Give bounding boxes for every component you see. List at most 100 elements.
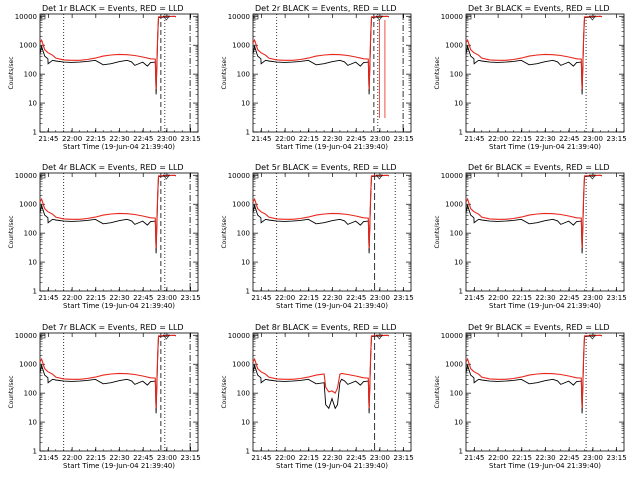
series-lld-line [39, 334, 176, 409]
corner-box-marker [253, 333, 259, 339]
x-tick-label: 22:15 [86, 294, 106, 302]
y-axis-label: Counts/sec [434, 375, 441, 408]
y-tick-label: 10 [241, 259, 250, 267]
corner-box-marker [466, 173, 472, 179]
x-tick-label: 21:45 [464, 135, 484, 143]
x-tick-label: 22:45 [346, 294, 366, 302]
series-lld-line [252, 15, 389, 90]
x-tick-label: 21:45 [38, 454, 58, 462]
y-tick-label: 1 [459, 129, 463, 137]
y-tick-label: 10 [241, 419, 250, 427]
x-tick-label: 23:00 [583, 294, 603, 302]
chart-panel: Det 8r BLACK = Events, RED = LLD 1 10 100 10… [221, 323, 414, 470]
plot-frame [252, 13, 412, 133]
x-tick-label: 23:15 [181, 294, 201, 302]
corner-box-marker [466, 14, 472, 20]
x-tick-label: 21:45 [38, 294, 58, 302]
x-tick-label: 21:45 [251, 135, 271, 143]
chart-title: Det 8r BLACK = Events, RED = LLD [255, 323, 397, 332]
y-tick-label: 1000 [232, 201, 250, 209]
corner-box-marker [466, 333, 472, 339]
x-tick-label: 22:15 [512, 294, 532, 302]
y-tick-label: 100 [450, 390, 463, 398]
peak-marker [375, 15, 383, 21]
y-tick-label: 1 [246, 288, 250, 296]
y-tick-label: 10000 [228, 13, 250, 21]
y-tick-label: 10000 [15, 332, 37, 340]
series-lld-line [465, 334, 602, 409]
corner-box-marker [40, 333, 46, 339]
x-tick-label: 22:30 [322, 135, 342, 143]
y-tick-label: 1000 [19, 361, 37, 369]
x-tick-label: 22:15 [299, 454, 319, 462]
y-axis-label: Counts/sec [221, 215, 228, 248]
x-axis-label: Start Time (19-Jun-04 21:39:40) [276, 302, 388, 310]
x-tick-label: 22:00 [275, 135, 295, 143]
x-tick-label: 21:45 [38, 135, 58, 143]
x-tick-label: 22:15 [512, 135, 532, 143]
y-axis-label: Counts/sec [221, 56, 228, 89]
series-lld-line [39, 174, 176, 249]
plot-frame [39, 332, 199, 452]
x-tick-label: 22:30 [109, 135, 129, 143]
chart-title: Det 9r BLACK = Events, RED = LLD [468, 323, 610, 332]
x-tick-label: 22:00 [488, 135, 508, 143]
x-tick-label: 22:30 [322, 294, 342, 302]
y-tick-label: 100 [450, 230, 463, 238]
y-tick-label: 1 [246, 129, 250, 137]
y-tick-label: 100 [237, 390, 250, 398]
y-tick-label: 1 [33, 288, 37, 296]
chart-title: Det 3r BLACK = Events, RED = LLD [468, 4, 610, 13]
x-tick-label: 22:00 [62, 294, 82, 302]
x-tick-label: 22:30 [535, 135, 555, 143]
x-tick-label: 22:45 [559, 135, 579, 143]
y-tick-label: 1000 [19, 201, 37, 209]
y-tick-label: 10000 [15, 13, 37, 21]
x-tick-label: 23:00 [583, 454, 603, 462]
y-tick-label: 1000 [445, 361, 463, 369]
x-tick-label: 23:00 [157, 294, 177, 302]
chart-panel: Det 4r BLACK = Events, RED = LLD 1 10 100 10… [8, 163, 201, 310]
x-axis-label: Start Time (19-Jun-04 21:39:40) [489, 302, 601, 310]
x-tick-label: 22:45 [133, 135, 153, 143]
x-tick-label: 23:00 [370, 294, 390, 302]
x-tick-label: 22:00 [62, 135, 82, 143]
y-tick-label: 1 [33, 129, 37, 137]
chart-title: Det 2r BLACK = Events, RED = LLD [255, 4, 397, 13]
x-tick-label: 23:15 [607, 454, 627, 462]
plot-frame [465, 332, 625, 452]
x-tick-label: 22:15 [86, 135, 106, 143]
x-tick-label: 22:15 [86, 454, 106, 462]
x-tick-label: 23:00 [157, 454, 177, 462]
peak-marker [588, 334, 596, 340]
x-tick-label: 22:15 [299, 135, 319, 143]
y-tick-label: 100 [237, 230, 250, 238]
y-axis-label: Counts/sec [434, 56, 441, 89]
chart-title: Det 1r BLACK = Events, RED = LLD [42, 4, 184, 13]
x-tick-label: 22:15 [512, 454, 532, 462]
x-tick-label: 22:45 [346, 135, 366, 143]
y-tick-label: 1 [459, 288, 463, 296]
y-tick-label: 10000 [441, 13, 463, 21]
chart-title: Det 7r BLACK = Events, RED = LLD [42, 323, 184, 332]
x-tick-label: 22:00 [488, 294, 508, 302]
corner-box-marker [253, 14, 259, 20]
y-axis-label: Counts/sec [221, 375, 228, 408]
chart-panel: Det 3r BLACK = Events, RED = LLD 1 10 100 10… [434, 4, 627, 151]
x-axis-label: Start Time (19-Jun-04 21:39:40) [489, 143, 601, 151]
x-tick-label: 23:15 [607, 135, 627, 143]
plot-frame [252, 172, 412, 292]
x-tick-label: 21:45 [464, 454, 484, 462]
x-tick-label: 22:00 [275, 294, 295, 302]
x-tick-label: 22:00 [488, 454, 508, 462]
x-tick-label: 22:00 [62, 454, 82, 462]
y-axis-label: Counts/sec [8, 375, 15, 408]
x-tick-label: 23:15 [394, 135, 414, 143]
y-tick-label: 10000 [15, 172, 37, 180]
y-tick-label: 10 [28, 419, 37, 427]
x-tick-label: 23:15 [394, 294, 414, 302]
peak-marker [375, 334, 383, 340]
y-tick-label: 10 [28, 259, 37, 267]
y-tick-label: 10 [454, 259, 463, 267]
